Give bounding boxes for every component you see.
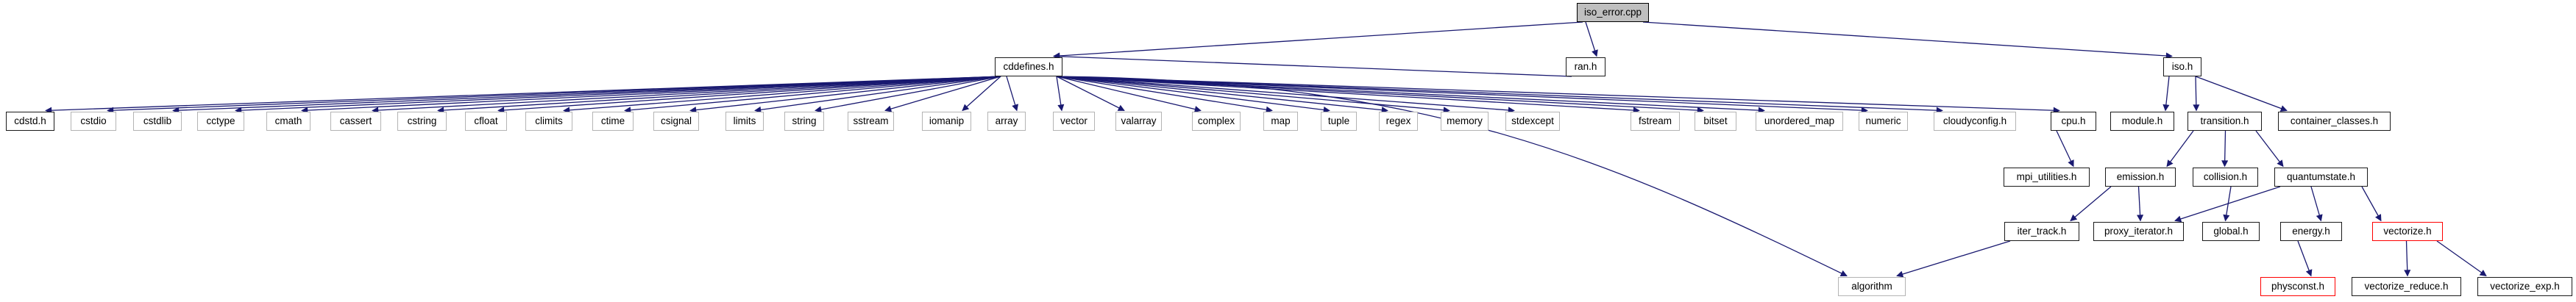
edge-cpu_h-to-mpi_utilities_h xyxy=(2056,130,2074,168)
edge-cddefines_h-to-tuple xyxy=(1056,76,1330,113)
edge-cddefines_h-to-csignal xyxy=(689,76,1001,114)
node-stdexcept[interactable]: stdexcept xyxy=(1505,112,1560,131)
edge-cddefines_h-to-complex xyxy=(1056,76,1202,113)
edge-cddefines_h-to-bitset xyxy=(1056,76,1704,114)
node-mpi-utilities-h[interactable]: mpi_utilities.h xyxy=(2004,168,2090,187)
node-bitset[interactable]: bitset xyxy=(1695,112,1736,131)
edge-vectorize_h-to-vectorize_reduce_h xyxy=(2404,240,2411,277)
edge-cddefines_h-to-stdexcept xyxy=(1056,76,1515,114)
node-cdstd-h[interactable]: cdstd.h xyxy=(6,112,54,131)
edge-cddefines_h-to-iomanip xyxy=(962,76,1001,112)
node-map[interactable]: map xyxy=(1263,112,1298,131)
node-vectorize-reduce-h[interactable]: vectorize_reduce.h xyxy=(2352,277,2461,296)
edge-quantumstate_h-to-energy_h xyxy=(2310,186,2323,222)
node-vectorize-h[interactable]: vectorize.h xyxy=(2372,222,2443,241)
node-module-h[interactable]: module.h xyxy=(2110,112,2174,131)
node-memory[interactable]: memory xyxy=(1441,112,1489,131)
node-transition-h[interactable]: transition.h xyxy=(2188,112,2262,131)
edge-cddefines_h-to-array xyxy=(1006,76,1018,112)
node-limits[interactable]: limits xyxy=(725,112,764,131)
edge-iso_error_cpp-to-iso_h xyxy=(1642,21,2173,60)
node-fstream[interactable]: fstream xyxy=(1631,112,1680,131)
edge-cddefines_h-to-map xyxy=(1056,76,1273,113)
node-complex[interactable]: complex xyxy=(1192,112,1241,131)
edge-cddefines_h-to-valarray xyxy=(1056,76,1125,112)
node-cstdlib[interactable]: cstdlib xyxy=(133,112,182,131)
node-numeric[interactable]: numeric xyxy=(1859,112,1908,131)
edge-iso_h-to-container_classes_h xyxy=(2195,76,2288,112)
edge-cddefines_h-to-limits xyxy=(754,76,1001,113)
edge-cddefines_h-to-ctime xyxy=(624,76,1001,114)
edge-iter_track_h-to-algorithm xyxy=(1896,240,2011,278)
edge-cddefines_h-to-unordered_map xyxy=(1056,76,1765,114)
node-string[interactable]: string xyxy=(784,112,824,131)
node-iso-h[interactable]: iso.h xyxy=(2163,57,2201,76)
edge-cddefines_h-to-cstring xyxy=(437,76,1001,114)
edge-iso_h-to-module_h xyxy=(2162,76,2170,112)
edge-emission_h-to-proxy_iterator_h xyxy=(2137,186,2144,222)
node-energy-h[interactable]: energy.h xyxy=(2280,222,2342,241)
node-array[interactable]: array xyxy=(987,112,1026,131)
edge-cddefines_h-to-regex xyxy=(1056,76,1388,114)
node-unordered-map[interactable]: unordered_map xyxy=(1756,112,1843,131)
edge-cddefines_h-to-cfloat xyxy=(497,76,1001,114)
node-cmath[interactable]: cmath xyxy=(266,112,311,131)
node-quantumstate-h[interactable]: quantumstate.h xyxy=(2274,168,2368,187)
node-ran-h[interactable]: ran.h xyxy=(1566,57,1605,76)
edge-cddefines_h-to-climits xyxy=(563,76,1001,114)
node-climits[interactable]: climits xyxy=(525,112,572,131)
edge-cddefines_h-to-cpu_h xyxy=(1056,76,2060,114)
edge-cddefines_h-to-algorithm xyxy=(1056,76,1848,277)
edge-cddefines_h-to-cassert xyxy=(372,76,1001,114)
node-cctype[interactable]: cctype xyxy=(197,112,244,131)
edge-transition_h-to-collision_h xyxy=(2221,130,2229,168)
edge-cddefines_h-to-cloudyconfig_h xyxy=(1056,76,1943,114)
edge-cddefines_h-to-memory xyxy=(1056,76,1450,114)
edge-ran_h-to-cddefines_h xyxy=(1053,53,1572,77)
node-tuple[interactable]: tuple xyxy=(1321,112,1357,131)
node-cpu-h[interactable]: cpu.h xyxy=(2051,112,2096,131)
edge-cddefines_h-to-string xyxy=(815,76,1001,113)
edge-vectorize_h-to-vectorize_exp_h xyxy=(2436,240,2487,277)
node-vector[interactable]: vector xyxy=(1053,112,1095,131)
node-cassert[interactable]: cassert xyxy=(330,112,381,131)
node-sstream[interactable]: sstream xyxy=(848,112,894,131)
node-csignal[interactable]: csignal xyxy=(653,112,699,131)
node-iomanip[interactable]: iomanip xyxy=(922,112,971,131)
node-iso-error-cpp[interactable]: iso_error.cpp xyxy=(1577,3,1649,22)
edge-cddefines_h-to-cctype xyxy=(235,76,1001,114)
edge-transition_h-to-emission_h xyxy=(2166,130,2194,168)
node-collision-h[interactable]: collision.h xyxy=(2193,168,2258,187)
node-ctime[interactable]: ctime xyxy=(592,112,634,131)
node-global-h[interactable]: global.h xyxy=(2202,222,2260,241)
edge-quantumstate_h-to-vectorize_h xyxy=(2361,186,2382,222)
edge-cddefines_h-to-fstream xyxy=(1056,76,1640,114)
edge-cddefines_h-to-cmath xyxy=(301,76,1001,114)
node-container-classes-h[interactable]: container_classes.h xyxy=(2278,112,2391,131)
edge-cddefines_h-to-sstream xyxy=(884,76,1001,112)
node-emission-h[interactable]: emission.h xyxy=(2105,168,2176,187)
node-proxy-iterator-h[interactable]: proxy_iterator.h xyxy=(2093,222,2184,241)
edge-quantumstate_h-to-proxy_iterator_h xyxy=(2174,186,2281,223)
node-cfloat[interactable]: cfloat xyxy=(465,112,507,131)
edge-energy_h-to-physconst_h xyxy=(2297,240,2313,277)
node-iter-track-h[interactable]: iter_track.h xyxy=(2004,222,2079,241)
edge-iso_error_cpp-to-ran_h xyxy=(1585,21,1598,57)
node-valarray[interactable]: valarray xyxy=(1115,112,1162,131)
node-regex[interactable]: regex xyxy=(1379,112,1418,131)
edge-emission_h-to-iter_track_h xyxy=(2070,186,2112,222)
node-cstring[interactable]: cstring xyxy=(397,112,447,131)
node-physconst-h[interactable]: physconst.h xyxy=(2260,277,2335,296)
edge-cddefines_h-to-vector xyxy=(1056,76,1065,112)
node-vectorize-exp-h[interactable]: vectorize_exp.h xyxy=(2477,277,2572,296)
edge-iso_error_cpp-to-cddefines_h xyxy=(1053,21,1583,60)
node-cloudyconfig-h[interactable]: cloudyconfig.h xyxy=(1934,112,2016,131)
node-cddefines-h[interactable]: cddefines.h xyxy=(995,57,1062,76)
node-cstdio[interactable]: cstdio xyxy=(71,112,116,131)
edge-transition_h-to-quantumstate_h xyxy=(2255,130,2284,168)
node-algorithm[interactable]: algorithm xyxy=(1838,277,1906,296)
